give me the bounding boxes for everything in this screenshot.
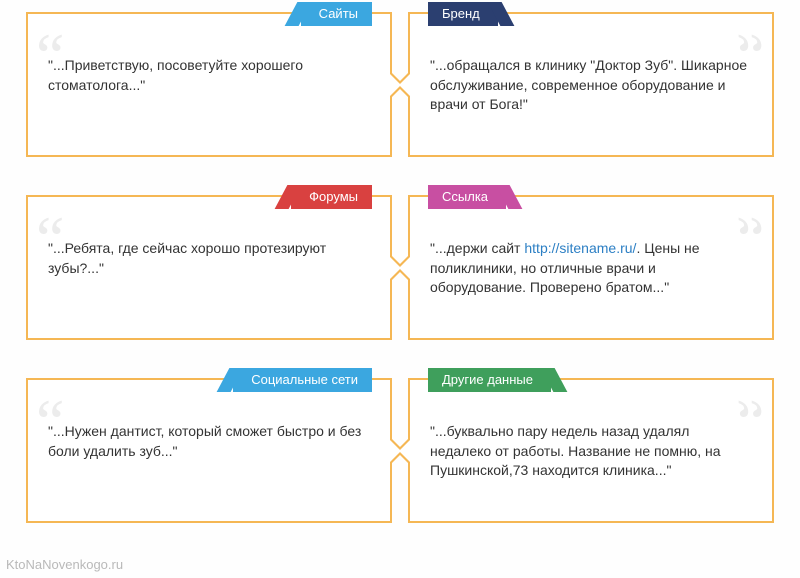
category-tag-other: Другие данные bbox=[428, 368, 551, 392]
quote-text: "...буквально пару недель назад удалял н… bbox=[430, 412, 752, 481]
quote-box: “ Сайты "...Приветствую, посоветуйте хор… bbox=[26, 12, 392, 157]
quote-box: “ Ссылка "...держи сайт http://sitename.… bbox=[408, 195, 774, 340]
row-spacer bbox=[18, 344, 782, 374]
quote-grid: “ Сайты "...Приветствую, посоветуйте хор… bbox=[0, 0, 800, 527]
cell-r2-right: “ Ссылка "...держи сайт http://sitename.… bbox=[400, 191, 782, 344]
quote-box: “ Другие данные "...буквально пару недел… bbox=[408, 378, 774, 523]
cell-r1-left: “ Сайты "...Приветствую, посоветуйте хор… bbox=[18, 8, 400, 161]
quote-box: “ Бренд "...обращался в клинику "Доктор … bbox=[408, 12, 774, 157]
category-tag-forums: Форумы bbox=[291, 185, 372, 209]
site-link[interactable]: http://sitename.ru/ bbox=[524, 240, 636, 256]
quote-text: "...Приветствую, посоветуйте хорошего ст… bbox=[48, 46, 370, 95]
quote-text: "...Нужен дантист, который сможет быстро… bbox=[48, 412, 370, 461]
quote-box: “ Форумы "...Ребята, где сейчас хорошо п… bbox=[26, 195, 392, 340]
row-spacer bbox=[18, 161, 782, 191]
cell-r1-right: “ Бренд "...обращался в клинику "Доктор … bbox=[400, 8, 782, 161]
quote-text: "...Ребята, где сейчас хорошо протезирую… bbox=[48, 229, 370, 278]
category-tag-link: Ссылка bbox=[428, 185, 506, 209]
category-tag-sites: Сайты bbox=[301, 2, 372, 26]
category-tag-brand: Бренд bbox=[428, 2, 498, 26]
quote-text: "...обращался в клинику "Доктор Зуб". Ши… bbox=[430, 46, 752, 115]
cell-r3-left: “ Социальные сети "...Нужен дантист, кот… bbox=[18, 374, 400, 527]
cell-r3-right: “ Другие данные "...буквально пару недел… bbox=[400, 374, 782, 527]
cell-r2-left: “ Форумы "...Ребята, где сейчас хорошо п… bbox=[18, 191, 400, 344]
quote-text-with-link: "...держи сайт http://sitename.ru/. Цены… bbox=[430, 229, 752, 298]
category-tag-social: Социальные сети bbox=[233, 368, 372, 392]
text-prefix: "...держи сайт bbox=[430, 240, 524, 256]
watermark: KtoNaNovenkogo.ru bbox=[6, 557, 123, 572]
quote-box: “ Социальные сети "...Нужен дантист, кот… bbox=[26, 378, 392, 523]
